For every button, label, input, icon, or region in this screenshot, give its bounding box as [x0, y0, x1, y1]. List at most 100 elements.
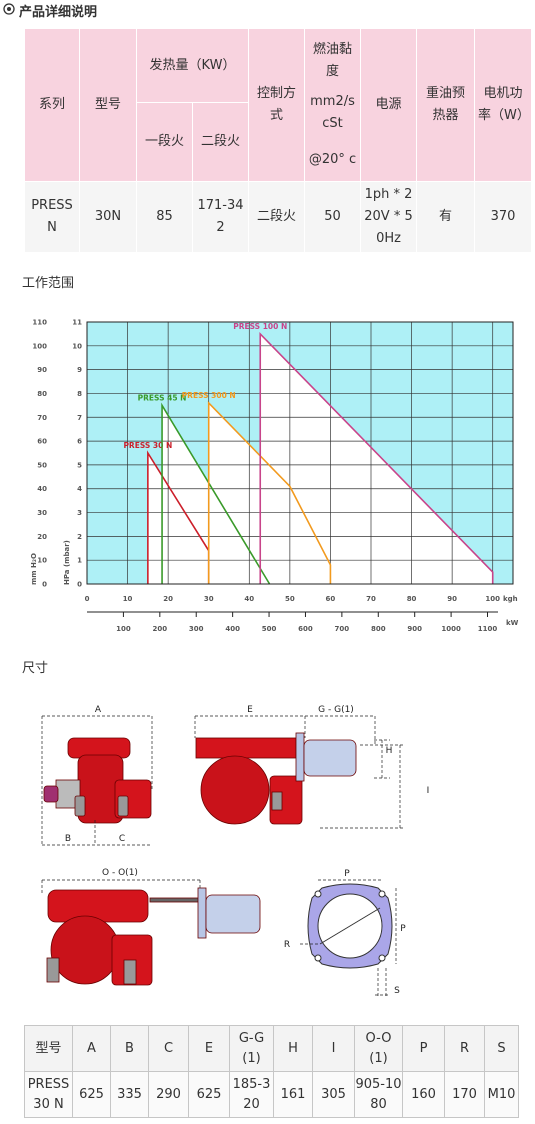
y2-tick-label: 10 [37, 557, 47, 565]
y-tick-label: 9 [77, 366, 82, 374]
x2-tick-label: 400 [225, 625, 240, 633]
section-title: 尺寸 [22, 661, 49, 676]
x-tick-label: 30 [204, 595, 214, 603]
x-tick-label: 80 [407, 595, 417, 603]
dim-label: H [386, 746, 393, 756]
dim-label: O - O(1) [102, 868, 138, 878]
header-cell: C [148, 1025, 189, 1072]
header-line: mm2/s cSt [310, 94, 355, 131]
header-cell: 一段火 [137, 103, 192, 181]
y-tick-label: 1 [77, 557, 82, 565]
header-cell: 燃油黏度 mm2/s cSt @20° c [305, 29, 361, 181]
x2-tick-label: 300 [189, 625, 204, 633]
plot-border [86, 321, 514, 585]
data-cell: 185-320 [229, 1071, 274, 1118]
data-cell: M10 [484, 1071, 519, 1118]
x-tick-label: 0 [85, 595, 90, 603]
x-tick-label: 60 [326, 595, 336, 603]
header-line: @20° c [308, 152, 357, 167]
series-label: PRESS 30 N [123, 441, 172, 450]
header-cell: S [484, 1025, 519, 1072]
data-cell: 85 [137, 182, 192, 252]
x2-tick-label: 100 [116, 625, 131, 633]
data-cell: 625 [72, 1071, 111, 1118]
y-tick-label: 6 [77, 438, 82, 446]
y-tick-label: 4 [77, 485, 82, 493]
series-line [161, 402, 271, 585]
x-tick-label: 90 [447, 595, 457, 603]
dimension-lines [41, 715, 405, 998]
x2-tick-label: 1000 [441, 625, 461, 633]
flange-view [307, 883, 393, 969]
dim-label: P [400, 924, 406, 934]
spec-table: 系列 型号 发热量（KW） 一段火 控制方式 燃油黏度 mm2/s cSt @20°… [24, 28, 532, 253]
data-cell: 二段火 [249, 182, 305, 252]
dim-label: R [284, 940, 290, 950]
dim-label: E [247, 705, 253, 715]
header-cell: 控制方式 [249, 29, 305, 181]
header-cell: 电机功率（W） [475, 29, 532, 181]
x-tick-label: 50 [285, 595, 295, 603]
header-cell: G-G (1) [229, 1025, 274, 1072]
y-tick-label: 5 [77, 461, 82, 469]
data-cell: 905-1080 [354, 1071, 403, 1118]
header-cell: E [188, 1025, 230, 1072]
y-tick-label: 0 [77, 581, 82, 589]
y-tick-label: 7 [77, 414, 82, 422]
header-title: 产品详细说明 [19, 5, 98, 20]
header-cell: 电源 [361, 29, 417, 181]
dim-label: P [344, 869, 350, 879]
section-title: 工作范围 [22, 276, 75, 291]
dim-label: S [394, 986, 400, 996]
y2-tick-label: 80 [37, 390, 47, 398]
header-cell: 系列 [25, 29, 79, 181]
x-tick-label: 70 [366, 595, 376, 603]
y-tick-label: 8 [77, 390, 82, 398]
y-tick-label: 11 [72, 319, 82, 327]
header-cell: A [72, 1025, 111, 1072]
y2-tick-label: 60 [37, 438, 47, 446]
data-cell: 625 [188, 1071, 230, 1118]
dim-label: I [427, 786, 430, 796]
data-cell: 30N [80, 182, 136, 252]
x2-tick-label: 800 [371, 625, 386, 633]
dimension-table: 型号 A B C E G-G (1) H I O-O (1) P R S PRESS 30 N 625 33… [24, 1025, 519, 1118]
data-cell: 290 [148, 1071, 189, 1118]
header-cell: 型号 [24, 1025, 73, 1072]
dim-label: A [95, 705, 102, 715]
data-cell: 171-342 [193, 182, 249, 252]
burner-side-view [195, 732, 357, 825]
data-cell: 1ph * 220V * 50Hz [361, 182, 417, 252]
series-line [259, 331, 494, 584]
data-cell: 335 [110, 1071, 149, 1118]
header-cell: 型号 [80, 29, 136, 181]
data-cell: 370 [475, 182, 532, 252]
header-cell: 发热量（KW） [137, 29, 249, 102]
header-cell: 重油预热器 [417, 29, 475, 181]
dim-label: G - G(1) [318, 705, 354, 715]
y2-tick-label: 30 [37, 509, 47, 517]
x2-tick-label: 900 [407, 625, 422, 633]
x-tick-label: 20 [163, 595, 173, 603]
x-tick-label: 10 [123, 595, 133, 603]
burner-open-view [46, 887, 261, 986]
x2-tick-label: 500 [262, 625, 277, 633]
burner-front-view [43, 737, 152, 824]
header-icon [3, 3, 15, 15]
y2-tick-label: 50 [37, 461, 47, 469]
header-cell: 二段火 [193, 103, 249, 181]
header-cell: H [273, 1025, 313, 1072]
x2-axis-label: kW [506, 619, 519, 627]
data-cell: 305 [312, 1071, 355, 1118]
data-row: PRESS 30 N 625 335 290 625 185-320 161 305 905-1… [24, 1071, 519, 1118]
data-cell: 161 [273, 1071, 313, 1118]
data-cell: PRESS N [25, 182, 79, 252]
dim-label: C [119, 834, 125, 844]
x2-tick-label: 200 [153, 625, 168, 633]
header-cell: I [312, 1025, 355, 1072]
y-tick-label: 10 [72, 342, 82, 350]
data-cell: 有 [417, 182, 475, 252]
x-axis-label: kgh [503, 595, 518, 603]
